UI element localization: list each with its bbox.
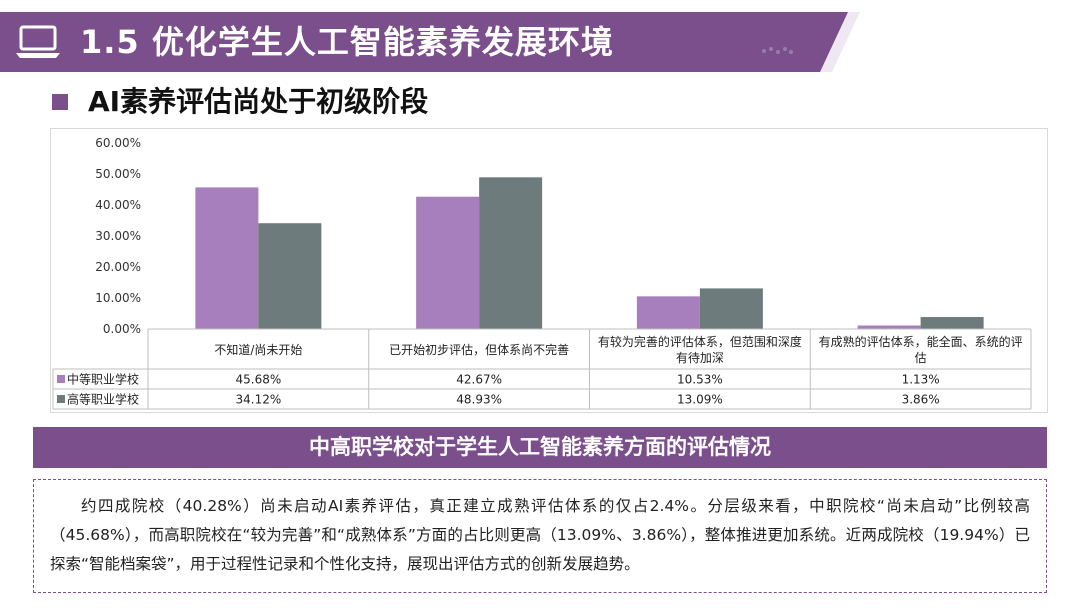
bar-chart: 0.00% 10.00% 20.00% 30.00% 40.00% 50.00% 60.00… [52,136,1032,410]
bar-secondary-school [636,296,700,329]
subtitle-bullet [52,94,68,110]
legend-label: 高等职业学校 [67,392,139,407]
bar-higher-school [920,317,984,329]
data-label: 34.12% [235,393,281,407]
laptop-icon [16,25,60,58]
y-tick-label: 40.00% [95,198,141,212]
category-label: 已开始初步评估，但体系尚不完善 [389,342,569,357]
description-text: 约四成院校（40.28%）尚未启动AI素养评估，真正建立成熟评估体系的仅占2.4… [50,497,1030,573]
data-label: 13.09% [677,393,723,407]
bar-secondary-school [195,187,259,329]
data-label: 48.93% [456,393,502,407]
bar-higher-school [258,223,322,329]
y-tick-label: 0.00% [103,322,141,336]
bar-secondary-school [857,325,921,329]
chart-frame: 0.00% 10.00% 20.00% 30.00% 40.00% 50.00% 60.00… [50,128,1048,413]
bar-higher-school [699,288,763,329]
data-label: 42.67% [456,373,502,387]
data-label: 45.68% [235,373,281,387]
legend-label: 中等职业学校 [67,372,139,387]
category-label: 不知道/尚未开始 [214,343,302,357]
y-tick-label: 20.00% [95,260,141,274]
y-tick-label: 10.00% [95,291,141,305]
y-tick-label: 30.00% [95,229,141,243]
category-label: 有成熟的评估体系，能全面、系统的评估 [819,334,1023,365]
chart-caption: 中高职学校对于学生人工智能素养方面的评估情况 [33,427,1047,468]
legend-swatch [57,395,65,403]
bar-higher-school [479,177,543,329]
category-label: 有较为完善的评估体系，但范围和深度有待加深 [598,334,802,365]
y-tick-label: 60.00% [95,136,141,150]
legend-swatch [57,375,65,383]
description-box: 约四成院校（40.28%）尚未启动AI素养评估，真正建立成熟评估体系的仅占2.4… [33,479,1047,593]
section-subtitle: AI素养评估尚处于初级阶段 [88,85,429,118]
decorative-dots-icon [762,47,793,54]
data-label: 1.13% [902,373,940,387]
header-banner [0,12,850,72]
data-label: 10.53% [677,373,723,387]
data-label: 3.86% [902,393,940,407]
y-tick-label: 50.00% [95,167,141,181]
bar-secondary-school [416,196,480,329]
page-title: 1.5 优化学生人工智能素养发展环境 [80,23,614,61]
